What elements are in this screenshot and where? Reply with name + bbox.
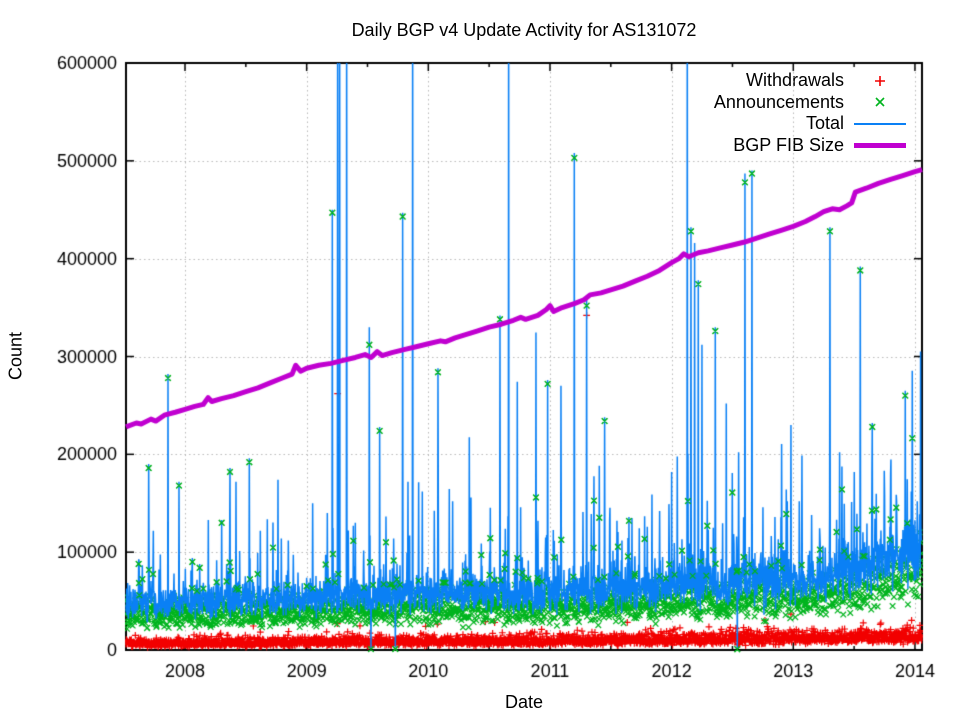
y-axis-label: Count — [5, 331, 26, 381]
x-axis-label: Date — [504, 692, 544, 712]
chart-title: Daily BGP v4 Update Activity for AS13107… — [351, 20, 697, 40]
